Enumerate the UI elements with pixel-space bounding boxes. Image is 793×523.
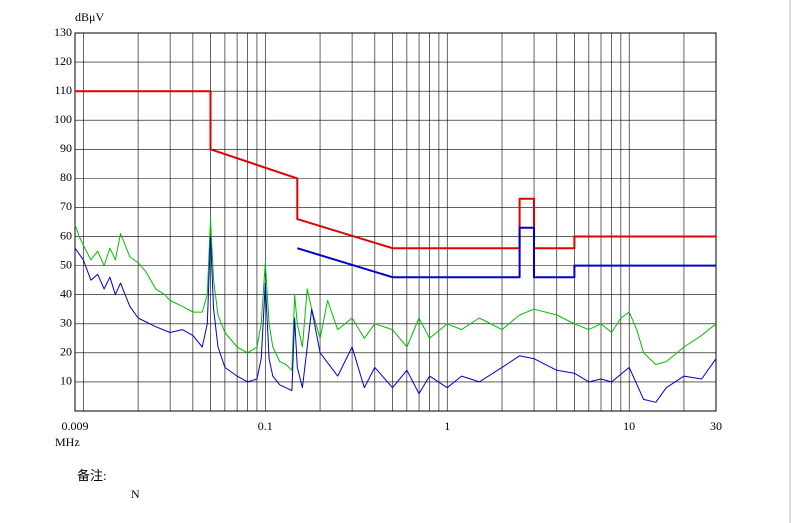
y-tick-label: 20 [60, 345, 72, 359]
x-tick-label: 30 [710, 419, 722, 433]
y-tick-label: 50 [60, 257, 72, 271]
y-tick-label: 90 [60, 141, 72, 155]
y-axis-label: dBμV [75, 10, 104, 24]
y-tick-label: 40 [60, 286, 72, 300]
note-value: N [131, 487, 140, 501]
y-tick-label: 110 [54, 83, 72, 97]
y-tick-label: 130 [54, 25, 72, 39]
y-tick-label: 100 [54, 112, 72, 126]
y-tick-label: 10 [60, 374, 72, 388]
x-tick-label: 10 [623, 419, 635, 433]
x-tick-label: 1 [444, 419, 450, 433]
trace [74, 218, 717, 371]
trace [297, 226, 716, 279]
y-tick-label: 60 [60, 228, 72, 242]
x-tick-label: 0.009 [62, 419, 89, 433]
y-tick-label: 70 [60, 199, 72, 213]
plot-frame [74, 32, 717, 412]
trace [74, 236, 717, 403]
x-tick-label: 0.1 [258, 419, 273, 433]
y-tick-label: 120 [54, 54, 72, 68]
note-label: 备注: [77, 468, 107, 483]
y-tick-label: 80 [60, 170, 72, 184]
y-tick-label: 30 [60, 316, 72, 330]
x-axis-label: MHz [55, 435, 80, 449]
